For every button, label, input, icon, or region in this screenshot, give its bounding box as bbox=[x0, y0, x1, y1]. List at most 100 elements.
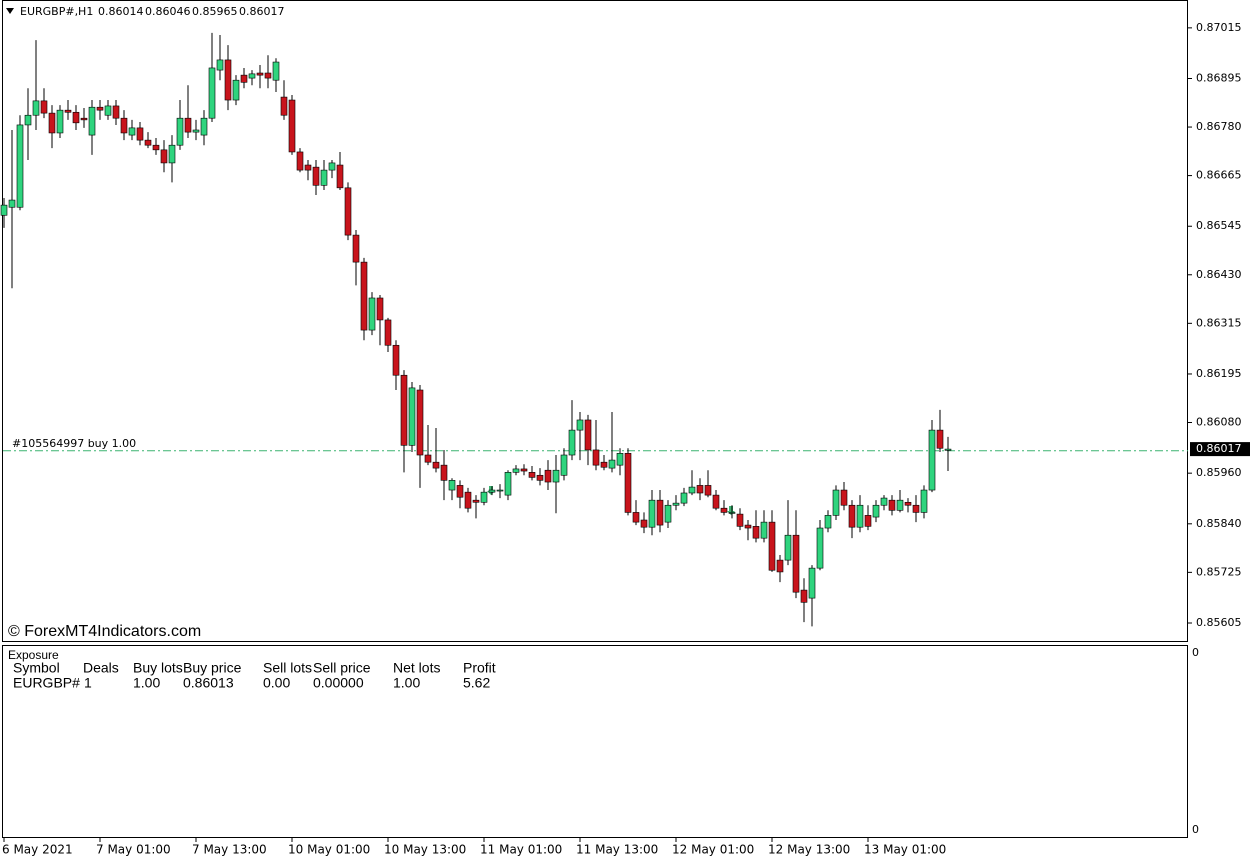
x-tick-label: 6 May 2021 bbox=[2, 843, 73, 857]
candle-body bbox=[512, 468, 520, 473]
candle-body bbox=[288, 99, 296, 153]
candle-body bbox=[584, 419, 592, 451]
candle-body bbox=[400, 374, 408, 446]
candle-body bbox=[152, 144, 160, 151]
candle-body bbox=[896, 499, 904, 511]
candle-body bbox=[72, 111, 80, 124]
table-cell: 0.00000 bbox=[313, 675, 364, 691]
candle-body bbox=[328, 162, 336, 171]
candle-body bbox=[928, 429, 936, 491]
candle-body bbox=[128, 127, 136, 136]
candle-body bbox=[808, 567, 816, 599]
x-tick-label: 11 May 01:00 bbox=[480, 843, 562, 857]
candle-body bbox=[736, 513, 744, 527]
candle-body bbox=[464, 491, 472, 509]
candle-body bbox=[112, 105, 120, 119]
price-box bbox=[1190, 442, 1250, 457]
candle-body bbox=[0, 204, 8, 216]
candle-body bbox=[264, 72, 272, 79]
candle-body bbox=[920, 489, 928, 513]
header-high: 0.86046 bbox=[145, 5, 191, 18]
symbol: EURGBP#,H1 bbox=[20, 5, 93, 18]
watermark: © ForexMT4Indicators.com bbox=[8, 623, 201, 640]
candle-body bbox=[440, 464, 448, 481]
candle-body bbox=[560, 454, 568, 476]
candle-body bbox=[504, 472, 512, 496]
candle-body bbox=[824, 515, 832, 529]
x-tick-label: 13 May 01:00 bbox=[864, 843, 946, 857]
y-tick-label: 0.86080 bbox=[1196, 416, 1242, 429]
main-frame bbox=[2, 0, 1188, 642]
candle-body bbox=[688, 486, 696, 494]
candle-body bbox=[600, 461, 608, 468]
candle-body bbox=[760, 521, 768, 539]
candle-body bbox=[176, 117, 184, 146]
header-close: 0.86017 bbox=[239, 5, 285, 18]
candle-body bbox=[200, 117, 208, 136]
candle-body bbox=[488, 489, 496, 493]
candle-body bbox=[752, 526, 760, 539]
candle-body bbox=[56, 109, 64, 134]
y-tick-label: 0.85725 bbox=[1196, 565, 1242, 578]
candle-body bbox=[16, 124, 24, 208]
panel-title: Exposure bbox=[8, 648, 59, 662]
candle-body bbox=[880, 497, 888, 506]
candle-body bbox=[456, 485, 464, 498]
candle-body bbox=[48, 112, 56, 134]
candle-body bbox=[208, 67, 216, 119]
candle-body bbox=[712, 494, 720, 509]
candle-body bbox=[552, 469, 560, 483]
candle-body bbox=[224, 59, 232, 101]
table-cell: 1.00 bbox=[133, 675, 160, 691]
candle-body bbox=[536, 474, 544, 481]
candle-body bbox=[480, 491, 488, 503]
candle-body bbox=[336, 164, 344, 189]
candle-body bbox=[96, 106, 104, 111]
candle-body bbox=[168, 144, 176, 164]
candle-body bbox=[296, 151, 304, 171]
candle-body bbox=[656, 499, 664, 526]
candle-body bbox=[88, 106, 96, 136]
candle-body bbox=[888, 499, 896, 511]
candle-body bbox=[344, 187, 352, 236]
y-tick-label: 0.86430 bbox=[1196, 268, 1242, 281]
candle-body bbox=[800, 589, 808, 603]
candle-body bbox=[704, 485, 712, 496]
sub-frame bbox=[2, 645, 1188, 838]
candle-body bbox=[8, 199, 16, 208]
candle-body bbox=[768, 521, 776, 571]
candle-body bbox=[832, 489, 840, 516]
candle-body bbox=[272, 61, 280, 81]
candle-body bbox=[672, 502, 680, 506]
header-low: 0.85965 bbox=[192, 5, 238, 18]
candle-body bbox=[648, 499, 656, 528]
sub-axis-bottom: 0 bbox=[1192, 823, 1199, 836]
candle-body bbox=[304, 164, 312, 171]
sub-axis-top: 0 bbox=[1192, 646, 1199, 659]
candle-body bbox=[376, 297, 384, 321]
column-header: Profit bbox=[463, 660, 496, 676]
candle-body bbox=[696, 485, 704, 494]
candle-body bbox=[424, 454, 432, 463]
candle-body bbox=[624, 453, 632, 513]
collapse-icon[interactable] bbox=[6, 8, 14, 14]
candle-body bbox=[616, 453, 624, 466]
candle-body bbox=[872, 504, 880, 518]
candle-body bbox=[936, 429, 944, 449]
candle-body bbox=[256, 72, 264, 76]
candle-body bbox=[840, 489, 848, 506]
candle-body bbox=[632, 512, 640, 523]
candle-body bbox=[352, 234, 360, 263]
x-tick-label: 10 May 01:00 bbox=[288, 843, 370, 857]
column-header: Symbol bbox=[13, 660, 60, 676]
candle-body bbox=[448, 480, 456, 491]
candle-body bbox=[392, 344, 400, 376]
x-tick-label: 12 May 13:00 bbox=[768, 843, 850, 857]
candle-body bbox=[528, 472, 536, 478]
table-cell: 5.62 bbox=[463, 675, 490, 691]
column-header: Sell lots bbox=[263, 660, 312, 676]
candle-body bbox=[104, 105, 112, 116]
candle-body bbox=[312, 166, 320, 186]
